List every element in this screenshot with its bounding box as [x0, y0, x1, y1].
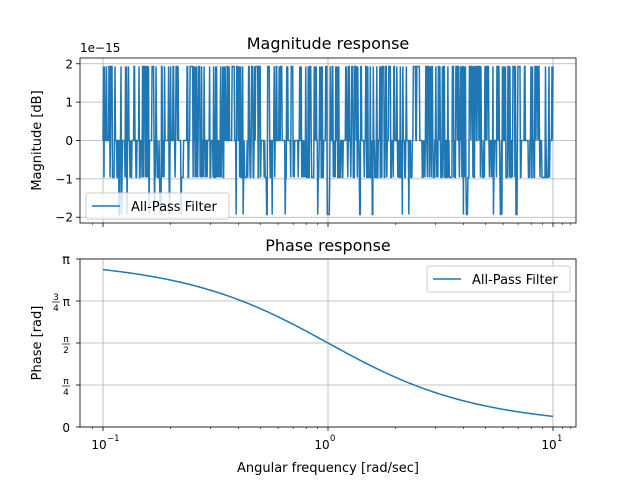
phase-legend-label: All-Pass Filter	[472, 273, 559, 288]
phase-x-label: Angular frequency [rad/sec]	[237, 461, 419, 476]
phase-xtick-base-1: 10	[314, 438, 329, 452]
phase-ytick-3q-den: 4	[53, 304, 59, 314]
phase-ytick-pi: π	[62, 253, 70, 268]
phase-y-tick-labels: 0 π 4 π 2 3 4 π π	[52, 253, 70, 435]
magnitude-y-label: Magnitude [dB]	[30, 90, 45, 190]
magnitude-offset-text: 1e−15	[80, 41, 120, 55]
phase-legend-box	[426, 265, 571, 293]
magnitude-ytick-label: −2	[55, 211, 73, 225]
phase-ticks	[76, 258, 572, 431]
phase-legend: All-Pass Filter	[426, 265, 571, 293]
phase-xtick-exp-0: −1	[107, 434, 120, 444]
magnitude-ytick-label: 1	[65, 96, 73, 110]
magnitude-axes: −2 −1 0 1 2 Magnitude response 1e−15 Magnitu…	[30, 34, 577, 227]
magnitude-ytick-label: −1	[55, 172, 73, 186]
phase-ytick-pi-over-4-num: π	[63, 377, 69, 387]
phase-ytick-pi-over-2-num: π	[63, 335, 69, 345]
phase-ytick-0: 0	[62, 421, 70, 435]
phase-ytick-3q-pi: π	[63, 295, 70, 309]
magnitude-title: Magnitude response	[247, 34, 410, 53]
magnitude-ytick-label: 0	[65, 134, 73, 148]
magnitude-ticks: −2 −1 0 1 2	[55, 57, 572, 227]
magnitude-legend-box	[85, 192, 230, 220]
phase-y-label: Phase [rad]	[30, 306, 45, 381]
magnitude-ytick-label: 2	[65, 57, 73, 71]
phase-x-tick-labels: 10 −1 10 0 10 1	[91, 434, 562, 452]
phase-xtick-exp-1: 0	[330, 434, 335, 444]
phase-xtick-base-2: 10	[541, 438, 556, 452]
magnitude-legend-label: All-Pass Filter	[131, 200, 218, 215]
phase-series-line	[102, 268, 554, 418]
phase-axes: Phase response Phase [rad] Angular frequ…	[30, 236, 577, 476]
phase-ytick-3q-num: 3	[53, 293, 59, 303]
phase-ytick-pi-over-2-den: 2	[63, 346, 69, 356]
phase-xtick-base-0: 10	[91, 438, 106, 452]
phase-title: Phase response	[265, 236, 391, 255]
magnitude-series-line	[102, 65, 554, 216]
magnitude-legend: All-Pass Filter	[85, 192, 230, 220]
phase-ytick-pi-over-4-den: 4	[63, 388, 69, 398]
phase-xtick-exp-2: 1	[557, 434, 562, 444]
phase-series	[102, 268, 554, 418]
magnitude-series	[102, 65, 554, 216]
